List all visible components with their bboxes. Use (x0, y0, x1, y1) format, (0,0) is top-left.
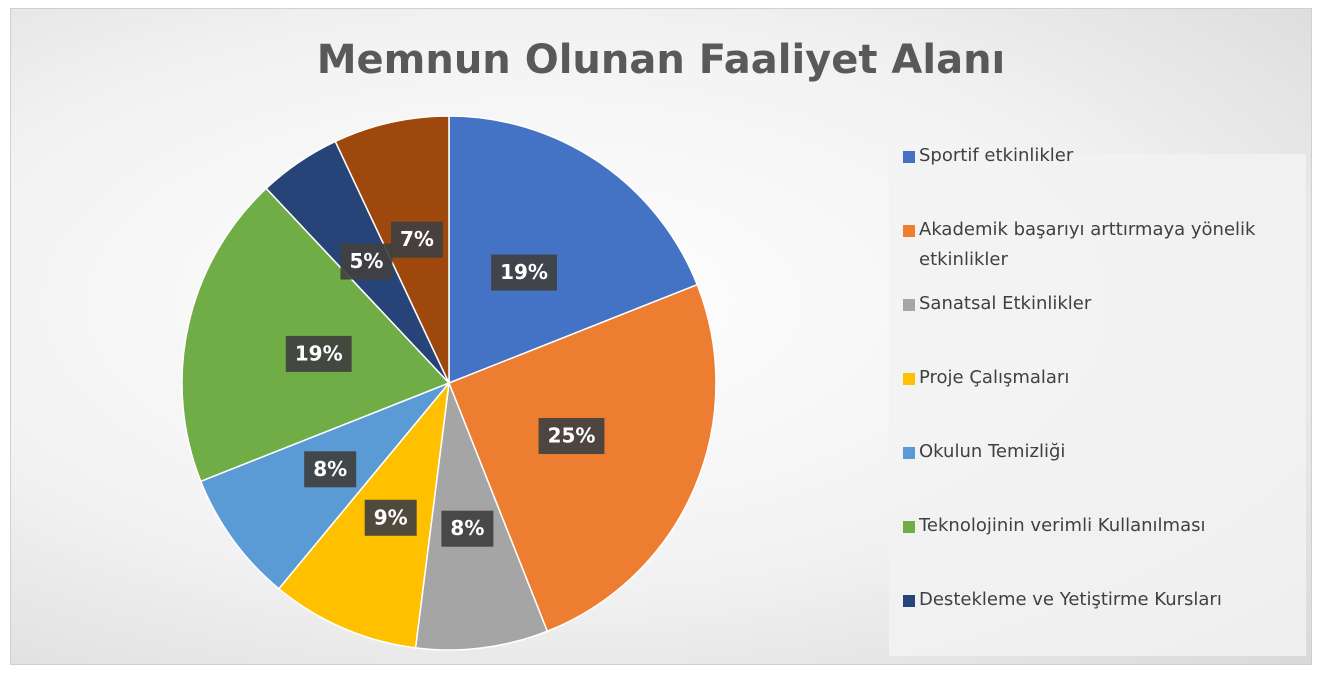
data-label-box (364, 499, 417, 536)
legend-swatch (903, 225, 915, 237)
data-label-text: 5% (349, 249, 383, 273)
legend-entry: Teknolojinin verimli Kullanılması (903, 511, 1314, 541)
legend-entry: Sportif etkinlikler (903, 141, 1314, 171)
legend-label: Destekleme ve Yetiştirme Kursları (919, 589, 1222, 610)
pie-slice (277, 380, 451, 649)
legend-label: Teknolojinin verimli Kullanılması (919, 515, 1206, 536)
data-label: 25% (538, 418, 605, 455)
data-label-box (390, 221, 443, 258)
legend-label: Sportif etkinlikler (919, 145, 1074, 166)
pie: 19% 25% 8% 9% 8% 19% 5% 7% (181, 115, 717, 651)
data-label-text: 7% (400, 227, 434, 251)
data-label-text: 19% (295, 341, 343, 365)
data-label: 9% (364, 499, 417, 536)
legend: Sportif etkinlikler Akademik başarıyı art… (889, 145, 1306, 656)
data-label: 5% (340, 243, 393, 280)
data-label-text: 8% (450, 516, 484, 540)
legend-entry: Sanatsal Etkinlikler (903, 289, 1314, 319)
pie-slice (448, 283, 717, 633)
data-label: 7% (390, 221, 443, 258)
data-label: 19% (285, 335, 352, 372)
data-label-text: 19% (500, 260, 548, 284)
legend-entry: Destekleme ve Yetiştirme Kursları (903, 585, 1314, 615)
legend-swatch (903, 151, 915, 163)
legend-swatch (903, 521, 915, 533)
legend-entry: Proje Çalışmaları (903, 363, 1314, 393)
legend-entry: Okulun Temizliği (903, 437, 1314, 467)
legend-entry: Akademik başarıyı arttırmaya yönelik etk… (903, 215, 1314, 275)
legend-swatch (903, 447, 915, 459)
data-label-box (491, 254, 557, 291)
legend-swatch (903, 373, 915, 385)
data-label-box (340, 243, 393, 280)
data-label-text: 8% (313, 457, 347, 481)
data-label-box (441, 510, 494, 547)
data-label-box (304, 451, 357, 488)
pie-slice (181, 187, 451, 483)
data-label-box (285, 335, 352, 372)
data-label: 19% (491, 254, 557, 291)
legend-swatch (903, 299, 915, 311)
data-label-text: 9% (374, 505, 408, 529)
legend-label: Akademik başarıyı arttırmaya yönelik etk… (919, 219, 1256, 270)
data-label-text: 25% (548, 424, 596, 448)
pie-slice (448, 115, 699, 385)
data-label-box (538, 418, 605, 455)
legend-label: Okulun Temizliği (919, 441, 1066, 462)
data-label: 8% (441, 510, 494, 547)
legend-swatch (903, 595, 915, 607)
chart: 19% 25% 8% 9% 8% 19% 5% 7% Memnun Olunan Faaliy… (10, 8, 1312, 665)
legend-label: Sanatsal Etkinlikler (919, 293, 1092, 314)
legend-label: Proje Çalışmaları (919, 367, 1070, 388)
chart-title: Memnun Olunan Faaliyet Alanı (316, 37, 1006, 83)
data-label: 8% (304, 451, 357, 488)
